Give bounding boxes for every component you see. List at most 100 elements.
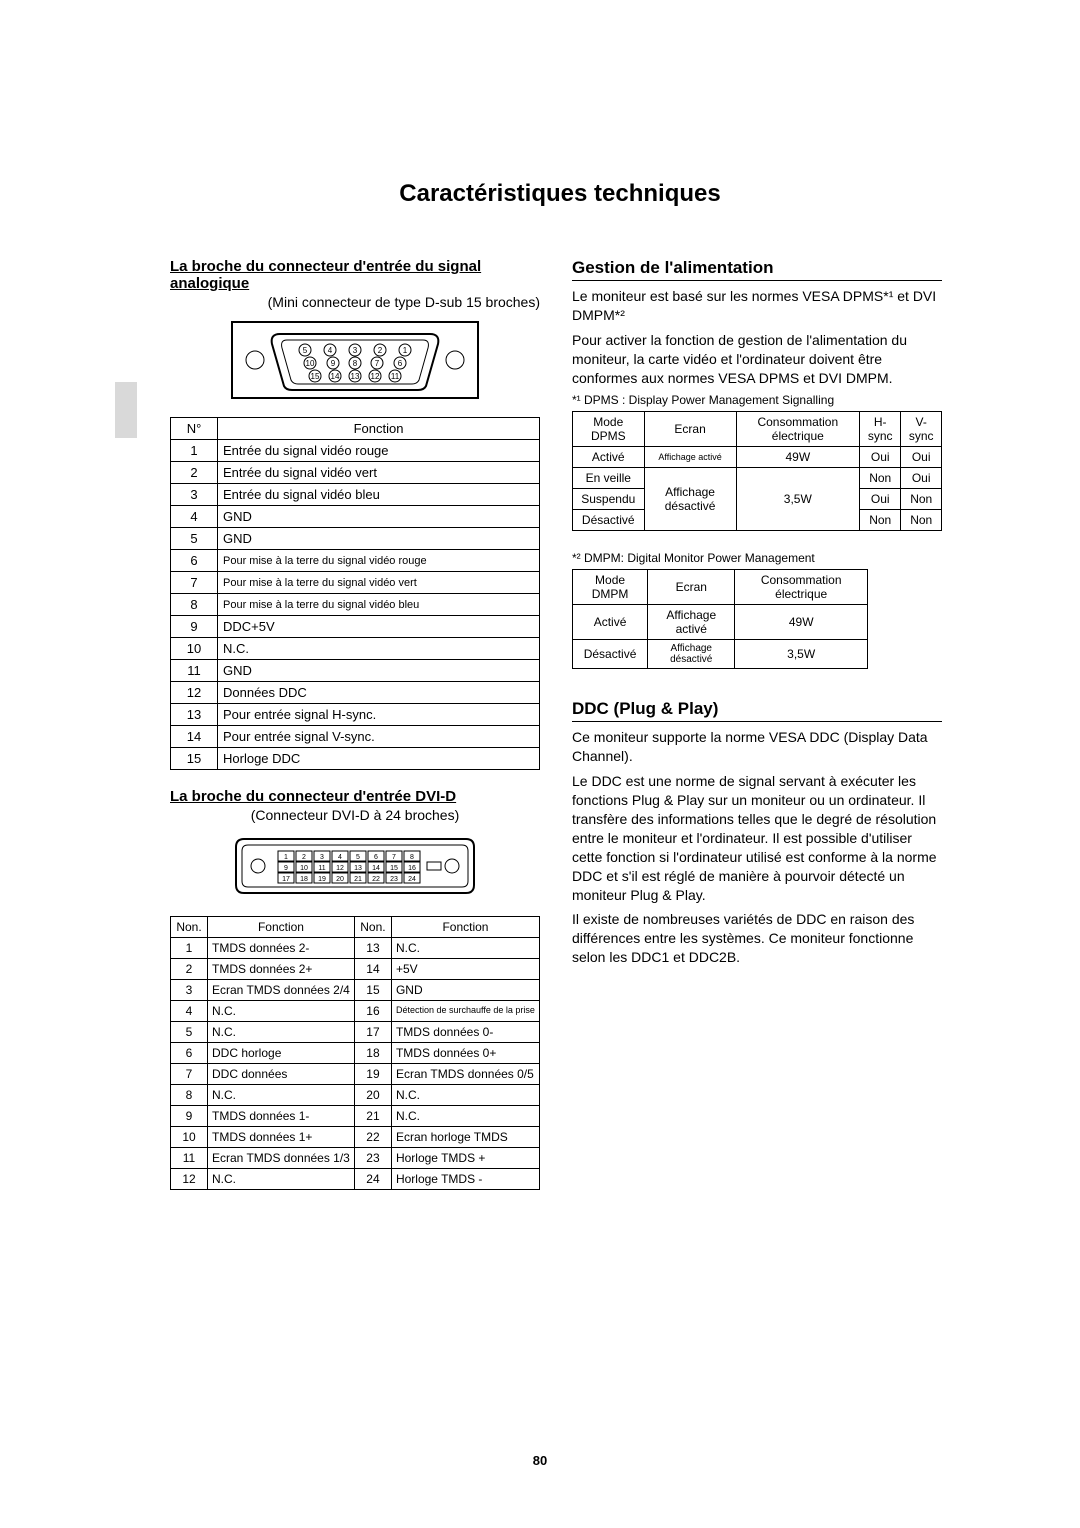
th-fn2: Fonction [391,917,539,938]
th-fn: Fonction [218,418,540,440]
pm-para2: Pour activer la fonction de gestion de l… [572,331,942,388]
th-no: N° [171,418,218,440]
table-row: 2Entrée du signal vidéo vert [171,462,540,484]
note-dmp: *² DMPM: Digital Monitor Power Managemen… [572,551,942,565]
svg-text:10: 10 [306,359,315,368]
analog-table: N° Fonction 1Entrée du signal vidéo roug… [170,417,540,770]
svg-text:20: 20 [336,876,344,883]
dvi-heading: La broche du connecteur d'entrée DVI-D [170,788,540,805]
table-row: 6DDC horloge18TMDS données 0+ [171,1043,540,1064]
table-row: 10N.C. [171,638,540,660]
svg-text:5: 5 [356,854,360,861]
svg-text:13: 13 [351,372,360,381]
svg-text:13: 13 [354,865,362,872]
ddc-para3: Il existe de nombreuses variétés de DDC … [572,910,942,967]
table-row: Activé Affichage activé 49W Oui Oui [573,447,942,468]
table-row: 12Données DDC [171,682,540,704]
svg-text:4: 4 [338,854,342,861]
table-row: 11Ecran TMDS données 1/323Horloge TMDS + [171,1148,540,1169]
page-number: 80 [0,1453,1080,1468]
page: Caractéristiques techniques La broche du… [0,0,1080,1528]
svg-text:14: 14 [372,865,380,872]
svg-text:2: 2 [378,346,383,355]
svg-text:17: 17 [282,876,290,883]
table-row: Désactivé Affichage désactivé 3,5W [573,640,868,669]
svg-text:1: 1 [403,346,408,355]
table-row: 1TMDS données 2-13N.C. [171,938,540,959]
table-row: 5GND [171,528,540,550]
svg-text:12: 12 [336,865,344,872]
svg-text:7: 7 [375,359,380,368]
svg-text:9: 9 [331,359,336,368]
svg-text:2: 2 [302,854,306,861]
pm-heading: Gestion de l'alimentation [572,258,942,281]
svg-text:12: 12 [371,372,380,381]
ddc-para1: Ce moniteur supporte la norme VESA DDC (… [572,728,942,766]
svg-text:16: 16 [408,865,416,872]
table-row: 8Pour mise à la terre du signal vidéo bl… [171,594,540,616]
table-row: 8N.C.20N.C. [171,1085,540,1106]
table-row: 14Pour entrée signal V-sync. [171,726,540,748]
table-row: 4N.C.16Détection de surchauffe de la pri… [171,1001,540,1022]
table-row: 5N.C.17TMDS données 0- [171,1022,540,1043]
svg-text:15: 15 [390,865,398,872]
svg-text:24: 24 [408,876,416,883]
page-title: Caractéristiques techniques [170,180,950,208]
table-row: 9DDC+5V [171,616,540,638]
dpms-table: Mode DPMS Ecran Consommation électrique … [572,411,942,531]
table-row: 2TMDS données 2+14+5V [171,959,540,980]
table-row: 10TMDS données 1+22Ecran horloge TMDS [171,1127,540,1148]
svg-text:18: 18 [300,876,308,883]
svg-text:11: 11 [391,372,400,381]
table-row: 7DDC données19Ecran TMDS données 0/5 [171,1064,540,1085]
svg-text:1: 1 [284,854,288,861]
svg-text:14: 14 [331,372,340,381]
svg-text:6: 6 [374,854,378,861]
columns: La broche du connecteur d'entrée du sign… [170,258,950,1190]
table-row: 7Pour mise à la terre du signal vidéo ve… [171,572,540,594]
left-column: La broche du connecteur d'entrée du sign… [170,258,540,1190]
svg-text:15: 15 [311,372,320,381]
side-tab [115,382,137,438]
note-dpms: *¹ DPMS : Display Power Management Signa… [572,393,942,407]
table-row: Activé Affichage activé 49W [573,605,868,640]
svg-text:8: 8 [353,359,358,368]
svg-text:4: 4 [328,346,333,355]
table-row: En veille Affichage désactivé 3,5W Non O… [573,468,942,489]
right-column: Gestion de l'alimentation Le moniteur es… [572,258,942,1190]
analog-note: (Mini connecteur de type D-sub 15 broche… [170,294,540,310]
ddc-heading: DDC (Plug & Play) [572,699,942,722]
table-row: 1Entrée du signal vidéo rouge [171,440,540,462]
table-row: 15Horloge DDC [171,748,540,770]
svg-text:23: 23 [390,876,398,883]
analog-heading: La broche du connecteur d'entrée du sign… [170,258,540,292]
svg-text:8: 8 [410,854,414,861]
dvi-note: (Connecteur DVI-D à 24 broches) [170,807,540,823]
table-row: 13Pour entrée signal H-sync. [171,704,540,726]
svg-text:21: 21 [354,876,362,883]
dvi-connector-diagram: 1 2 3 4 5 6 7 8 9 10 11 12 13 1 [230,833,480,902]
dvi-table: Non. Fonction Non. Fonction 1TMDS donnée… [170,916,540,1190]
svg-text:9: 9 [284,865,288,872]
pm-para1: Le moniteur est basé sur les normes VESA… [572,287,942,325]
th-no: Non. [171,917,208,938]
table-row: 12N.C.24Horloge TMDS - [171,1169,540,1190]
analog-connector-diagram: 5 4 3 2 1 10 9 8 7 6 15 14 13 [230,320,480,403]
svg-text:3: 3 [320,854,324,861]
svg-text:5: 5 [303,346,308,355]
svg-text:19: 19 [318,876,326,883]
svg-text:3: 3 [353,346,358,355]
table-row: 11GND [171,660,540,682]
svg-text:7: 7 [392,854,396,861]
table-row: 6Pour mise à la terre du signal vidéo ro… [171,550,540,572]
ddc-para2: Le DDC est une norme de signal servant à… [572,772,942,904]
table-row: 3Ecran TMDS données 2/415GND [171,980,540,1001]
svg-text:10: 10 [300,865,308,872]
svg-text:6: 6 [398,359,403,368]
svg-text:11: 11 [318,865,325,872]
dmp-table: Mode DMPM Ecran Consommation électrique … [572,569,868,669]
svg-text:22: 22 [372,876,380,883]
table-row: 9TMDS données 1-21N.C. [171,1106,540,1127]
th-fn: Fonction [208,917,355,938]
table-row: 4GND [171,506,540,528]
